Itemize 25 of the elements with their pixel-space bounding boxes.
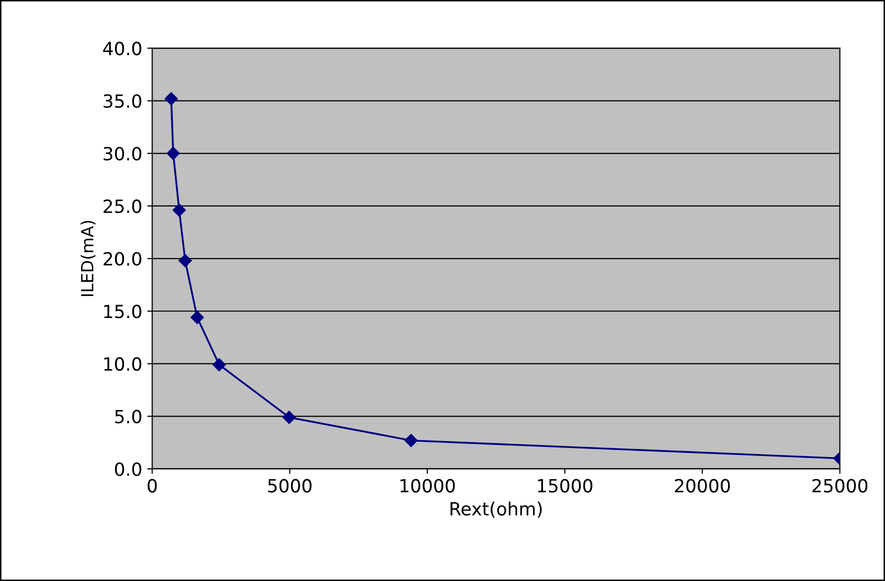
x-tick-label: 5000 — [268, 478, 312, 493]
y-tick-label: 20.0 — [104, 252, 142, 266]
point — [166, 146, 180, 160]
point — [178, 254, 192, 268]
y-tick-label: 0.0 — [114, 462, 142, 476]
x-axis-title: Rext(ohm) — [450, 502, 542, 518]
point — [190, 310, 204, 324]
x-tick-label: 25000 — [812, 478, 868, 493]
y-tick-label: 15.0 — [104, 304, 142, 318]
x-tick-label: 15000 — [538, 478, 592, 493]
x-tick-label: 0 — [148, 478, 157, 493]
x-tick-label: 20000 — [674, 478, 730, 493]
y-tick-label: 25.0 — [104, 199, 142, 214]
point — [172, 204, 186, 217]
y-tick-label: 30.0 — [104, 146, 142, 160]
y-axis-title: ILED(mA) — [80, 220, 96, 296]
point — [404, 434, 418, 448]
point — [164, 92, 178, 106]
y-tick-label: 35.0 — [104, 94, 142, 108]
y-tick-label: 5.0 — [115, 410, 142, 424]
point — [282, 410, 296, 424]
y-tick-label: 40.0 — [103, 42, 142, 56]
x-tick-label: 10000 — [400, 478, 455, 493]
point — [212, 358, 226, 372]
y-tick-label: 10.0 — [104, 357, 142, 371]
